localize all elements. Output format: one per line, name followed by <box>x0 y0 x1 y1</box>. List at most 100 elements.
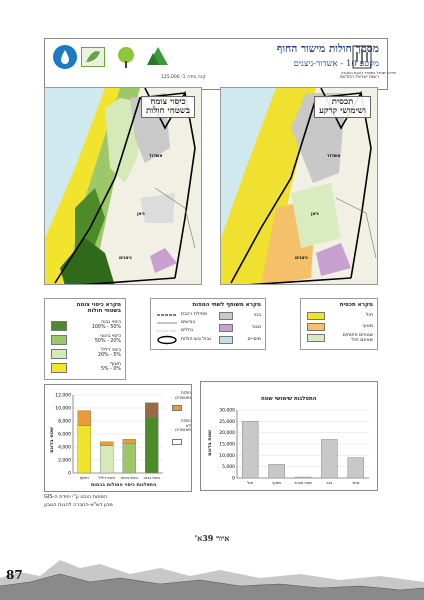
legend-swatch-sand <box>307 312 325 320</box>
credits-line-1: המפות הוכנו ע"י יחידת ה-GIS <box>44 494 108 500</box>
document-subtitle: מקטע 10 - אשדוד-ניצנים <box>293 59 379 69</box>
vegetation-map: כיסוי צומח בשטחי חולות אשדוד ניצן ניצנים <box>44 87 202 285</box>
legend-swatch-medium <box>51 335 67 345</box>
legend-structures: מבני <box>251 325 261 330</box>
legend-label-medium: כיסוי בינוני 20% - 50% <box>94 334 121 345</box>
vegetation-legend-title: מקרא כיסוי צומח בשטחי חולות <box>77 302 121 314</box>
vegetation-legend: מקרא כיסוי צומח בשטחי חולות כיסוי גבוה 5… <box>44 298 126 380</box>
landuse-map: תכסית ושימושי קרקע אשדוד ניצן ניצנים <box>220 87 378 285</box>
legend-swatch-bare <box>51 363 67 373</box>
x-tick-label: כיסוי בינוני <box>121 475 138 480</box>
x-tick-label: חשוף <box>80 475 89 480</box>
x-tick-label: מטעי <box>272 480 281 485</box>
legend-label-sparse: כיסוי דליל 5% - 20% <box>97 348 121 359</box>
legend-water: מים-ים <box>247 337 261 342</box>
leaf-logo-icon <box>81 47 105 67</box>
figure-caption: איור 39א' <box>194 533 230 543</box>
vegetation-map-graphic <box>45 88 201 284</box>
bar-segment <box>77 410 91 426</box>
y-tick-label: 10,000 <box>55 406 71 412</box>
city-label-ashdod: אשדוד <box>149 154 163 159</box>
bar-segment <box>100 445 114 474</box>
legend-orchards: מטעי <box>362 324 373 329</box>
credits-line-2: מכון דש"א-החברה להגנת הטבע <box>44 502 113 508</box>
vegetation-chart-ylabel: שטח בדונם <box>48 427 55 453</box>
legend-railway: מסילת רכבת <box>181 312 208 317</box>
legend-roads: כבישים <box>181 320 196 325</box>
common-legend-title: מקרא משותף לשתי המפות <box>192 302 262 308</box>
legend-swatch-open <box>307 334 325 342</box>
legend-swatch-high <box>51 321 67 331</box>
bar-segment <box>122 443 136 474</box>
bar-segment <box>77 425 91 474</box>
common-legend-symbols <box>157 314 177 345</box>
landuse-legend: מקרא תכסית חול מטעי שטחים פתוחים שאינם ח… <box>300 298 378 350</box>
legend-swatch-water <box>219 336 233 344</box>
city-label-nitzanim: ניצנים <box>119 256 132 261</box>
y-tick-label: 25,000 <box>219 419 235 425</box>
y-tick-label: 2,000 <box>58 458 71 464</box>
landuse-chart-ylabel: שטח בדונם <box>206 430 213 456</box>
bar <box>241 421 259 479</box>
x-tick-label: כיסוי דליל <box>99 475 116 480</box>
map-scale: קנה מידה 1: 125,000 <box>161 75 206 80</box>
bar <box>268 464 285 479</box>
vegetation-map-title-line2: בשטחי חולות <box>145 105 190 116</box>
legend-swatch-orchards <box>307 323 325 331</box>
y-tick-label: 5,000 <box>222 464 235 470</box>
landuse-map-title-line1: תכסית <box>331 97 354 107</box>
landuse-map-title-line2: ושימושי קרקע <box>319 105 366 116</box>
chart-legend-swatch-approved <box>172 405 182 411</box>
bar-segment <box>122 439 136 444</box>
legend-swatch-sparse <box>51 349 67 359</box>
landuse-chart-title: התפלגות שימושי שטח <box>261 396 317 402</box>
ministry-caption: מדינת ישראל המשרד להגנת הסביבה <box>341 71 396 75</box>
vegetation-map-title: כיסוי צומח בשטחי חולות <box>140 96 195 118</box>
y-tick-label: 8,000 <box>58 419 71 425</box>
map-source: רשות ישראל החדשה <box>339 75 379 80</box>
legend-swatch-structures <box>219 324 233 332</box>
vegetation-legend-title-line2: בשטחי חולות <box>87 308 121 314</box>
vegetation-map-title-line1: כיסוי צומח <box>150 97 186 107</box>
landuse-chart: התפלגות שימושי שטח 0 5,000 10,000 15,000 20,… <box>200 381 378 491</box>
page-number: 87 <box>6 568 23 582</box>
bar <box>347 457 365 479</box>
vegetation-chart-xlabel: התפלגות כיסוי החולות בכמות <box>91 483 157 488</box>
legend-built: בנוי <box>253 313 261 318</box>
landuse-map-graphic <box>221 88 377 284</box>
y-tick-label: 6,000 <box>58 432 71 438</box>
tree-logo-icon <box>113 45 139 69</box>
document-header: מסמך חולות מישור החוף מקטע 10 - אשדוד-ני… <box>44 38 396 90</box>
bar-segment <box>145 402 159 418</box>
x-tick-label: מבני ציבור <box>294 480 312 485</box>
y-tick-label: 10,000 <box>219 453 235 459</box>
city-label-nitzanim-2: ניצנים <box>295 256 308 261</box>
legend-dune-boundary: גבול גוש חולות <box>181 337 212 342</box>
vegetation-chart: 0 2,000 4,000 6,000 8,000 10,000 12,000 חשוף כיס… <box>44 384 192 492</box>
y-tick-label: 15,000 <box>219 442 235 448</box>
legend-open-areas: שטחים פתוחים שאינם חול <box>342 333 373 344</box>
y-tick-label: 0 <box>68 471 71 477</box>
landuse-chart-svg: 0 5,000 10,000 15,000 20,000 25,000 30,000 חול מ… <box>219 408 369 485</box>
x-tick-label: כיסוי גבוה <box>143 475 160 480</box>
city-label-nitzan-2: ניצן <box>311 212 319 217</box>
y-tick-label: 30,000 <box>219 408 235 414</box>
legend-sand: חול <box>365 313 373 318</box>
city-label-nitzan: ניצן <box>137 212 145 217</box>
legend-swatch-built <box>219 312 233 320</box>
forest-logo-icon <box>145 45 171 69</box>
vegetation-legend-title-line1: מקרא כיסוי צומח <box>76 302 121 308</box>
y-tick-label: 4,000 <box>58 445 71 451</box>
x-tick-label: חול <box>247 480 253 485</box>
city-label-ashdod-2: אשדוד <box>327 154 341 159</box>
bar <box>294 476 312 479</box>
bar-segment <box>100 441 114 446</box>
legend-label-bare: חשוף 0% - 5% <box>100 362 121 373</box>
bar <box>321 439 338 479</box>
vegetation-chart-svg: 0 2,000 4,000 6,000 8,000 10,000 12,000 חשוף כיס… <box>55 393 163 480</box>
common-legend: מקרא משותף לשתי המפות מסילת רכבת כבישים … <box>150 298 266 350</box>
chart-legend-approved: חולות מאושרים <box>175 390 191 400</box>
bar-segment <box>145 416 159 474</box>
y-tick-label: 20,000 <box>219 430 235 436</box>
ministry-emblem-icon <box>351 44 373 70</box>
